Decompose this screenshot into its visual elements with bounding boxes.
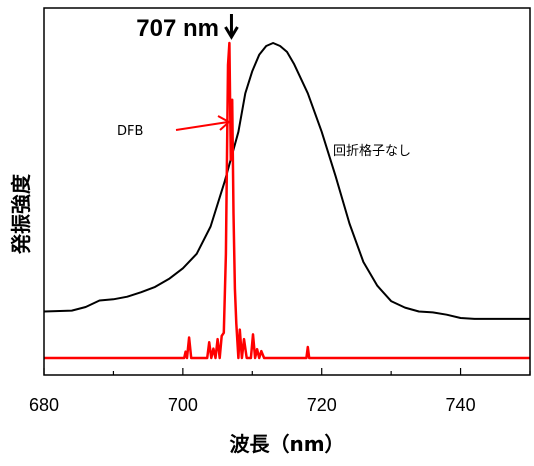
x-axis-title: 波長（nm） [229, 432, 344, 456]
y-axis-title: 発振強度 [9, 173, 33, 255]
peak-arrow-head [224, 26, 239, 40]
dfb-spectrum-curve [44, 41, 530, 360]
plot-frame [43, 7, 531, 376]
x-tick-label: 680 [29, 395, 59, 415]
no-grating-label: 回折格子なし [333, 143, 411, 159]
x-tick-label: 720 [307, 395, 337, 415]
peak-wavelength-label: 707 nm [136, 15, 219, 42]
broad-emission-curve [43, 42, 530, 320]
dfb-arrow-head [217, 115, 231, 131]
dfb-label: DFB [117, 124, 143, 139]
x-tick-label: 700 [168, 395, 198, 415]
dfb-arrow-shaft [175, 121, 229, 131]
annotation-layer: 707 nm DFB 回折格子なし [117, 14, 411, 159]
series-layer [43, 41, 530, 360]
x-tick-label: 740 [446, 395, 476, 415]
